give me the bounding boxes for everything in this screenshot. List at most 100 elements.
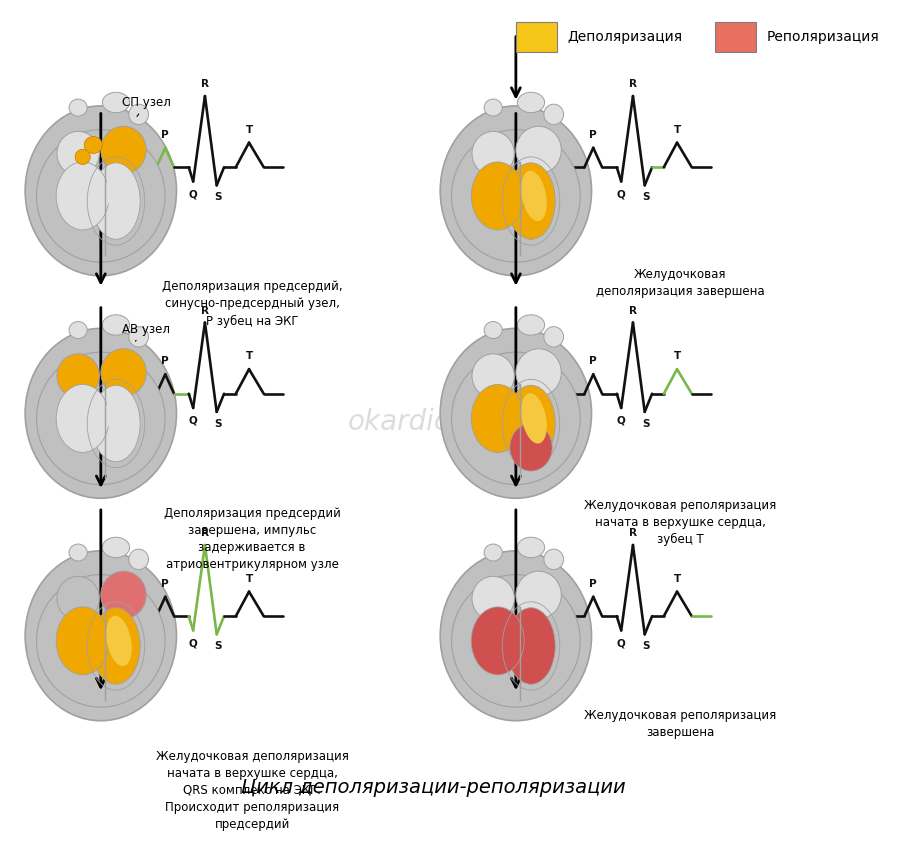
Ellipse shape [25, 328, 176, 498]
Ellipse shape [69, 99, 87, 116]
Ellipse shape [56, 384, 109, 452]
Ellipse shape [101, 571, 146, 619]
Ellipse shape [37, 352, 165, 484]
Ellipse shape [521, 393, 547, 444]
Ellipse shape [129, 549, 148, 570]
Text: Q: Q [188, 189, 197, 199]
Ellipse shape [516, 571, 562, 619]
Ellipse shape [452, 352, 580, 484]
Text: R: R [629, 79, 637, 89]
Ellipse shape [521, 170, 547, 221]
Text: Желудочковая реполяризация
начата в верхушке сердца,
зубец Т: Желудочковая реполяризация начата в верх… [584, 499, 777, 546]
Ellipse shape [92, 163, 140, 239]
Text: S: S [643, 192, 650, 202]
Text: R: R [201, 528, 209, 538]
Ellipse shape [101, 349, 146, 397]
Ellipse shape [75, 149, 90, 165]
Text: T: T [246, 574, 253, 584]
Text: Деполяризация предсердий
завершена, импульс
задерживается в
атриовентрикулярном : Деполяризация предсердий завершена, импу… [164, 507, 340, 571]
Ellipse shape [440, 551, 591, 721]
Ellipse shape [472, 384, 524, 452]
Text: P: P [161, 356, 169, 366]
Text: Реполяризация: Реполяризация [767, 30, 879, 44]
Ellipse shape [516, 127, 562, 174]
Ellipse shape [103, 315, 130, 335]
Text: T: T [246, 351, 253, 361]
Ellipse shape [544, 104, 563, 125]
Ellipse shape [452, 575, 580, 707]
Text: Q: Q [616, 189, 625, 199]
Ellipse shape [129, 104, 148, 125]
Ellipse shape [25, 106, 176, 276]
Text: СП узел: СП узел [122, 96, 171, 116]
Text: R: R [629, 306, 637, 316]
Ellipse shape [103, 538, 130, 558]
Ellipse shape [92, 385, 140, 462]
Ellipse shape [101, 127, 146, 174]
Text: P: P [161, 579, 169, 589]
Text: S: S [643, 419, 650, 429]
Text: S: S [214, 641, 222, 651]
Ellipse shape [472, 162, 524, 230]
Text: Q: Q [188, 638, 197, 648]
Ellipse shape [85, 137, 103, 154]
Text: S: S [643, 641, 650, 651]
Ellipse shape [129, 327, 148, 347]
Ellipse shape [440, 106, 591, 276]
Text: S: S [214, 419, 222, 429]
Ellipse shape [57, 354, 99, 398]
Ellipse shape [507, 608, 555, 684]
Text: Цикл деполяризации-реполяризации: Цикл деполяризации-реполяризации [241, 778, 626, 798]
Ellipse shape [56, 607, 109, 675]
Ellipse shape [472, 607, 524, 675]
Ellipse shape [57, 576, 99, 620]
Text: Q: Q [188, 416, 197, 426]
Ellipse shape [518, 538, 544, 558]
Ellipse shape [103, 92, 130, 113]
Text: Q: Q [616, 416, 625, 426]
Ellipse shape [56, 162, 109, 230]
Text: T: T [673, 125, 680, 135]
Text: S: S [214, 192, 222, 202]
Ellipse shape [484, 544, 502, 561]
Text: Деполяризация предсердий,
синусно-предсердный узел,
Р зубец на ЭКГ: Деполяризация предсердий, синусно-предсе… [162, 280, 343, 327]
Ellipse shape [484, 322, 502, 338]
Ellipse shape [57, 132, 99, 176]
Ellipse shape [472, 132, 515, 176]
Text: okardio.com: okardio.com [347, 408, 519, 436]
Text: Желудочковая
деполяризация завершена: Желудочковая деполяризация завершена [596, 268, 764, 298]
Ellipse shape [544, 327, 563, 347]
Ellipse shape [516, 349, 562, 397]
Text: Q: Q [616, 638, 625, 648]
Text: P: P [161, 130, 169, 140]
Ellipse shape [37, 575, 165, 707]
Ellipse shape [518, 92, 544, 113]
Text: T: T [246, 125, 253, 135]
Ellipse shape [544, 549, 563, 570]
FancyBboxPatch shape [516, 22, 557, 52]
Ellipse shape [25, 551, 176, 721]
Ellipse shape [472, 354, 515, 398]
Text: Деполяризация: Деполяризация [568, 30, 683, 44]
Text: T: T [673, 574, 680, 584]
Text: R: R [629, 528, 637, 538]
Ellipse shape [518, 315, 544, 335]
Ellipse shape [69, 322, 87, 338]
Text: P: P [590, 579, 597, 589]
FancyBboxPatch shape [715, 22, 756, 52]
Text: P: P [590, 356, 597, 366]
Ellipse shape [440, 328, 591, 498]
Text: R: R [201, 306, 209, 316]
Ellipse shape [106, 616, 131, 666]
Ellipse shape [69, 544, 87, 561]
Text: Желудочковая реполяризация
завершена: Желудочковая реполяризация завершена [584, 709, 777, 739]
Ellipse shape [452, 130, 580, 262]
Ellipse shape [484, 99, 502, 116]
Text: T: T [673, 351, 680, 361]
Text: R: R [201, 79, 209, 89]
Ellipse shape [507, 163, 555, 239]
Text: P: P [590, 130, 597, 140]
Ellipse shape [509, 424, 553, 471]
Ellipse shape [92, 608, 140, 684]
Text: Желудочковая деполяризация
начата в верхушке сердца,
QRS комплекс на ЭКГ.
Происх: Желудочковая деполяризация начата в верх… [156, 749, 348, 830]
